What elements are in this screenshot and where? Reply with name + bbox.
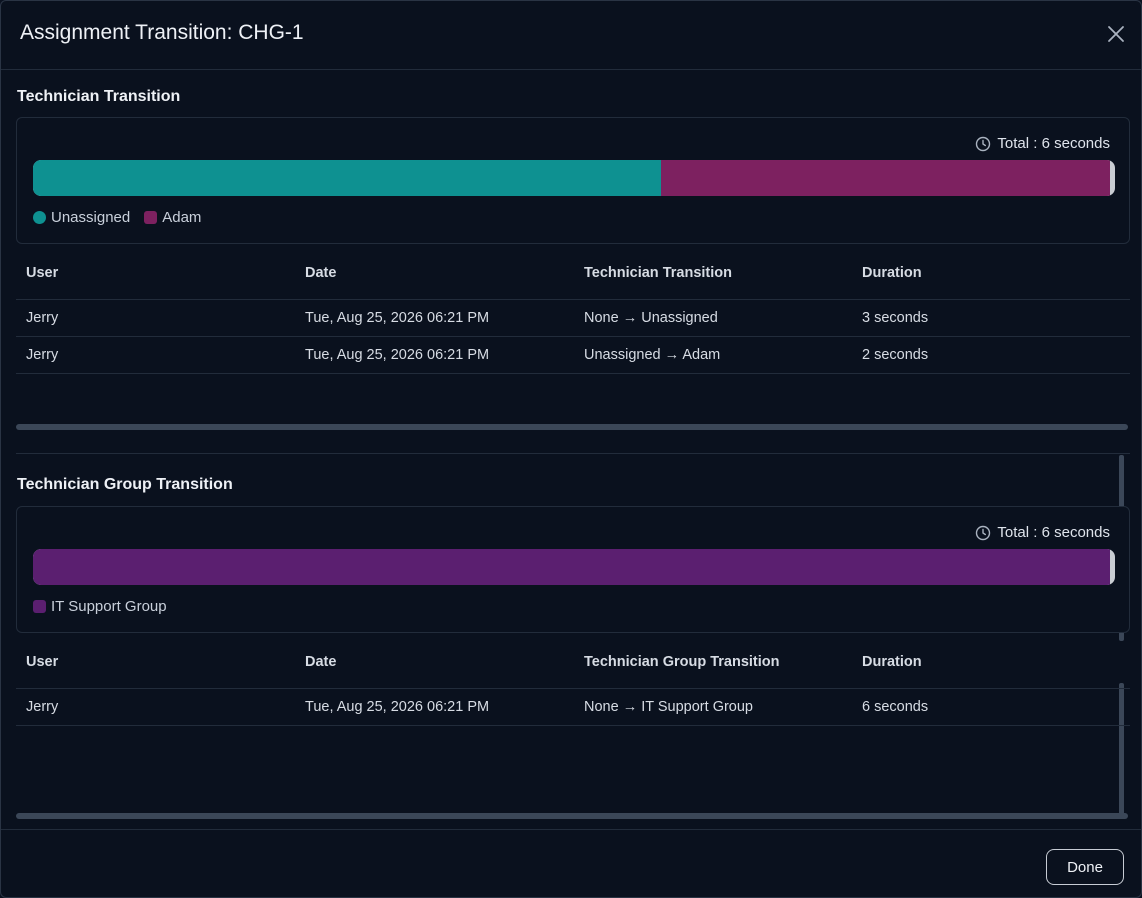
technician-total-text: Total : 6 seconds <box>997 135 1110 152</box>
clock-icon <box>976 525 991 540</box>
table-row: Jerry Tue, Aug 25, 2026 06:21 PM None → … <box>16 299 1130 337</box>
group-total-text: Total : 6 seconds <box>997 524 1110 541</box>
legend-swatch <box>33 600 46 613</box>
cell-transition: Unassigned → Adam <box>574 336 852 374</box>
technician-legend: Unassigned Adam <box>33 209 201 226</box>
legend-swatch <box>144 211 158 224</box>
column-header-transition: Technician Transition <box>574 247 852 300</box>
cell-transition: None → IT Support Group <box>574 688 852 726</box>
dialog-title: Assignment Transition: CHG-1 <box>20 21 304 44</box>
cell-user: Jerry <box>16 299 295 337</box>
legend-item[interactable]: IT Support Group <box>33 598 167 615</box>
cell-duration: 3 seconds <box>852 299 1130 337</box>
group-bar-segment-it-support-group[interactable] <box>33 549 1110 585</box>
cell-date: Tue, Aug 25, 2026 06:21 PM <box>295 336 574 374</box>
group-transition-table: User Date Technician Group Transition Du… <box>16 636 1130 726</box>
column-header-duration: Duration <box>852 247 1130 300</box>
legend-label: IT Support Group <box>51 598 167 615</box>
technician-duration-bar <box>33 160 1115 196</box>
table-row: Jerry Tue, Aug 25, 2026 06:21 PM Unassig… <box>16 336 1130 374</box>
group-table-vertical-scrollbar[interactable] <box>1119 683 1124 819</box>
dialog-body: Technician Transition Total : 6 seconds … <box>1 71 1141 829</box>
column-header-date: Date <box>295 247 574 300</box>
group-table-horizontal-scrollbar[interactable] <box>16 813 1128 819</box>
group-total: Total : 6 seconds <box>975 524 1110 541</box>
table-header-row: User Date Technician Transition Duration <box>16 247 1130 300</box>
legend-label: Unassigned <box>51 209 131 226</box>
dialog-header: Assignment Transition: CHG-1 <box>1 1 1141 70</box>
technician-total: Total : 6 seconds <box>975 135 1110 152</box>
technician-transition-title: Technician Transition <box>17 88 181 105</box>
table-header-row: User Date Technician Group Transition Du… <box>16 636 1130 689</box>
cell-user: Jerry <box>16 688 295 726</box>
cell-duration: 2 seconds <box>852 336 1130 374</box>
cell-date: Tue, Aug 25, 2026 06:21 PM <box>295 688 574 726</box>
legend-item[interactable]: Adam <box>144 209 201 226</box>
column-header-duration: Duration <box>852 636 1130 689</box>
cell-user: Jerry <box>16 336 295 374</box>
column-header-transition: Technician Group Transition <box>574 636 852 689</box>
cell-transition: None → Unassigned <box>574 299 852 337</box>
technician-table-horizontal-scrollbar[interactable] <box>16 424 1128 430</box>
clock-icon <box>976 136 991 151</box>
group-transition-title: Technician Group Transition <box>17 476 233 493</box>
technician-bar-segment-unassigned[interactable] <box>33 160 661 196</box>
legend-swatch <box>33 211 46 224</box>
group-duration-bar <box>33 549 1115 585</box>
group-legend: IT Support Group <box>33 598 167 615</box>
column-header-user: User <box>16 247 295 300</box>
technician-transition-table: User Date Technician Transition Duration… <box>16 247 1130 374</box>
legend-label: Adam <box>162 209 202 226</box>
legend-item[interactable]: Unassigned <box>33 209 130 226</box>
cell-duration: 6 seconds <box>852 688 1130 726</box>
dialog-footer: Done <box>1 829 1141 897</box>
close-icon <box>1108 26 1124 42</box>
column-header-user: User <box>16 636 295 689</box>
column-header-date: Date <box>295 636 574 689</box>
technician-bar-segment-adam[interactable] <box>660 160 1110 196</box>
done-button[interactable]: Done <box>1046 849 1124 885</box>
table-row: Jerry Tue, Aug 25, 2026 06:21 PM None → … <box>16 688 1130 726</box>
technician-chart-card: Total : 6 seconds Unassigned Adam <box>16 117 1130 244</box>
close-button[interactable] <box>1105 23 1127 45</box>
group-chart-card: Total : 6 seconds IT Support Group <box>16 506 1130 633</box>
section-divider <box>16 453 1130 454</box>
cell-date: Tue, Aug 25, 2026 06:21 PM <box>295 299 574 337</box>
